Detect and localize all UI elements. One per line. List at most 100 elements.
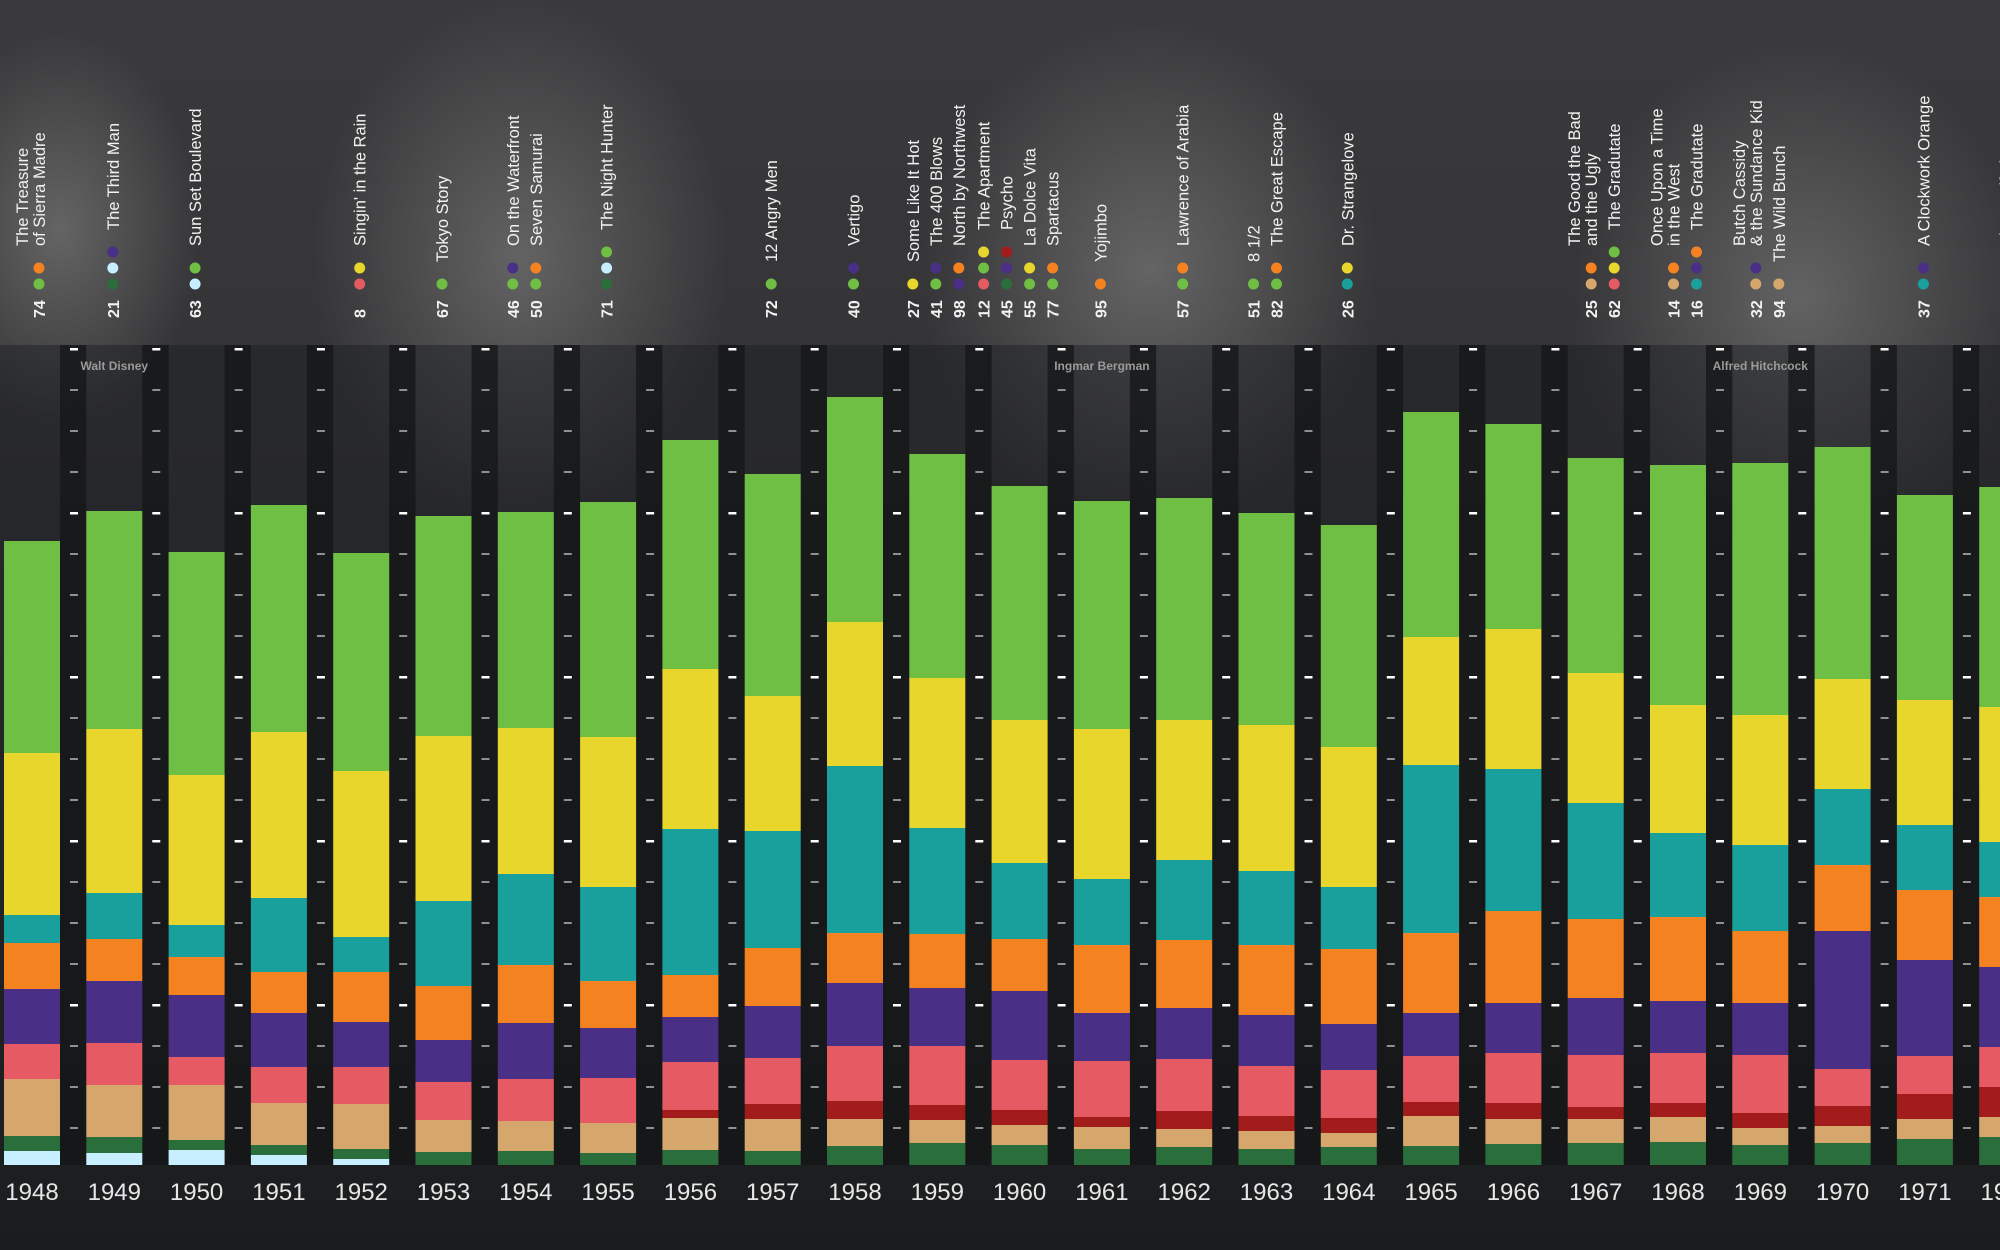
gridline-tick [399, 512, 408, 515]
film-rank: 37 [1916, 300, 1933, 318]
film-title: Psycho [999, 176, 1017, 230]
bar-segment [497, 728, 554, 874]
color-dot [354, 262, 366, 274]
bar-segment [909, 1120, 966, 1143]
gridline-tick [1304, 1127, 1313, 1129]
bar-segment [1156, 1008, 1213, 1059]
gridline-tick [316, 840, 325, 843]
gridline-tick [646, 1045, 655, 1047]
bar-segment [250, 1067, 307, 1103]
gridline-tick [1057, 553, 1066, 555]
color-dot [1271, 278, 1282, 290]
gridline-tick [975, 1004, 984, 1007]
gridline-tick [1304, 1004, 1313, 1007]
gridline-tick [975, 512, 984, 515]
gridline-tick [70, 1045, 78, 1047]
gridline-tick [316, 635, 325, 637]
gridline-tick [1304, 1045, 1313, 1047]
gridline-tick [70, 922, 78, 924]
color-dot [1094, 278, 1106, 290]
gridline-tick [893, 1086, 901, 1088]
bar-segment [1238, 945, 1295, 1015]
gridline-tick [1222, 594, 1231, 596]
gridline-tick [1962, 717, 1971, 719]
color-dot [530, 278, 542, 290]
bar-segment [1567, 1119, 1624, 1143]
bar-segment [86, 1153, 143, 1165]
color-dot [848, 262, 859, 274]
film-entry: 71 The Night Hunter [599, 104, 617, 318]
gridline-tick [234, 348, 243, 351]
gridline-tick [481, 1004, 490, 1007]
gridline-tick [1139, 1045, 1148, 1047]
gridline-tick [481, 594, 490, 596]
bar-segment [580, 1153, 637, 1165]
bar-segment [1485, 1003, 1542, 1053]
gridline-tick [1551, 348, 1560, 351]
bar-segment [1567, 998, 1624, 1055]
gridline-tick [646, 963, 655, 965]
gridline-tick [1798, 348, 1807, 351]
gridline-tick [1798, 922, 1807, 924]
gridline-tick [1716, 635, 1724, 637]
gridline-tick [152, 512, 161, 515]
film-entry: 63 Sun Set Boulevard [187, 108, 205, 318]
bar-segment [909, 934, 966, 988]
gridline-tick [152, 430, 161, 432]
gridline-tick [1139, 430, 1148, 432]
gridline-tick [563, 717, 572, 719]
gridline-tick [1057, 799, 1066, 801]
gridline-tick [728, 963, 737, 965]
bar-segment [168, 995, 225, 1057]
color-dot [930, 262, 942, 274]
gridline-tick [1633, 348, 1642, 351]
gridline-tick [234, 553, 243, 555]
gridline-tick [975, 799, 984, 801]
bar-segment [991, 939, 1048, 991]
bar-segment [415, 1082, 472, 1120]
bar-segment [1156, 1111, 1213, 1129]
gridline-tick [893, 348, 901, 351]
gridline-tick [1222, 430, 1231, 432]
film-rank: 94 [1772, 300, 1789, 318]
bar-segment [1403, 412, 1460, 637]
gridline-tick [152, 717, 161, 719]
bar-segment [744, 1151, 801, 1165]
bar-segment [744, 948, 801, 1006]
bar-segment [1156, 940, 1213, 1008]
bar-segment [1156, 1059, 1213, 1111]
gridline-tick [316, 922, 325, 924]
gridline-tick [1304, 799, 1313, 801]
bar-segment [1814, 1069, 1871, 1106]
gridline-tick [1469, 471, 1478, 473]
year-label: 1968 [1651, 1179, 1704, 1206]
bar-segment [1485, 911, 1542, 1003]
gridline-tick [1798, 1086, 1807, 1088]
bar-segment [497, 1079, 554, 1121]
film-title: The Treasure [14, 148, 32, 246]
gridline-tick [1633, 1086, 1642, 1088]
bar-segment [1320, 525, 1377, 747]
film-title: 12 Angry Men [763, 160, 781, 262]
film-rank: 63 [188, 300, 205, 318]
color-dot [1585, 262, 1597, 274]
color-dot [33, 262, 45, 274]
bar-segment [1238, 1149, 1295, 1165]
gridline-tick [1139, 1004, 1148, 1007]
bar-segment [1814, 1126, 1871, 1143]
gridline-tick [1469, 799, 1478, 801]
gridline-tick [1304, 471, 1313, 473]
gridline-tick [1633, 430, 1642, 432]
bar-segment [991, 1125, 1048, 1145]
gridline-tick [728, 758, 737, 760]
bar-segment [827, 766, 883, 933]
background-portraits [0, 0, 2000, 560]
color-dot [1691, 278, 1702, 290]
gridline-tick [1798, 758, 1807, 760]
gridline-tick [1469, 676, 1478, 679]
bar-segment [1732, 1113, 1789, 1128]
gridline-tick [1386, 389, 1395, 391]
gridline-tick [152, 471, 161, 473]
gridline-tick [1962, 1086, 1971, 1088]
gridline-tick [1962, 1045, 1971, 1047]
